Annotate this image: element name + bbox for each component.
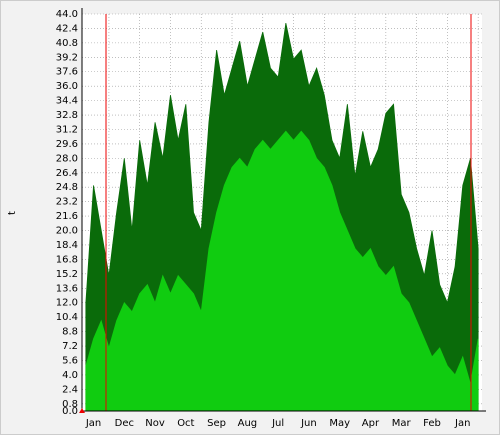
y-tick-label: 32.8 [56, 110, 78, 121]
y-tick-label: 2.4 [62, 384, 78, 395]
y-tick-label: 24.8 [56, 182, 78, 193]
y-tick-label: 10.4 [56, 312, 78, 323]
y-tick-label: 0.8 [62, 399, 78, 410]
y-tick-label: 42.4 [56, 23, 78, 34]
area [85, 130, 479, 412]
x-tick-label: Jul [271, 418, 284, 429]
x-tick-label: May [329, 418, 350, 429]
y-tick-label: 18.4 [56, 240, 78, 251]
x-tick-label: Jun [300, 418, 317, 429]
y-tick-label: 36.0 [56, 81, 78, 92]
y-axis-label: t [7, 211, 18, 215]
x-tick-label: Jan [85, 418, 101, 429]
y-tick-label: 26.4 [56, 168, 78, 179]
y-tick-label: 13.6 [56, 283, 78, 294]
marks [85, 22, 479, 412]
x-tick-label: Jan [454, 418, 470, 429]
y-tick-label: 44.0 [56, 9, 78, 20]
y-tick-label: 8.8 [62, 327, 78, 338]
y-tick-label: 5.6 [62, 355, 78, 366]
x-tick-label: Dec [115, 418, 134, 429]
x-tick-label: Oct [177, 418, 194, 429]
y-tick-label: 4.0 [62, 370, 78, 381]
x-tick-label: Mar [392, 418, 412, 429]
y-tick-label: 16.8 [56, 254, 78, 265]
y-tick-label: 20.0 [56, 226, 78, 237]
y-tick-label: 23.2 [56, 197, 78, 208]
y-tick-label: 12.0 [56, 298, 78, 309]
y-tick-label: 28.0 [56, 153, 78, 164]
y-tick-label: 37.6 [56, 67, 78, 78]
y-tick-label: 0.0 [62, 406, 78, 417]
y-tick-label: 29.6 [56, 139, 78, 150]
origin-marker [79, 408, 85, 413]
y-tick-label: 39.2 [56, 52, 78, 63]
y-tick-label: 7.2 [62, 341, 78, 352]
x-tick-label: Nov [145, 418, 165, 429]
x-tick-label: Sep [207, 418, 226, 429]
x-tick-label: Feb [423, 418, 441, 429]
x-tick-label: Aug [238, 418, 258, 429]
y-tick-label: 21.6 [56, 211, 78, 222]
y-tick-label: 15.2 [56, 269, 78, 280]
y-tick-label: 40.8 [56, 38, 78, 49]
y-tick-label: 34.4 [56, 96, 78, 107]
y-tick-label: 31.2 [56, 124, 78, 135]
x-tick-label: Apr [362, 418, 380, 429]
